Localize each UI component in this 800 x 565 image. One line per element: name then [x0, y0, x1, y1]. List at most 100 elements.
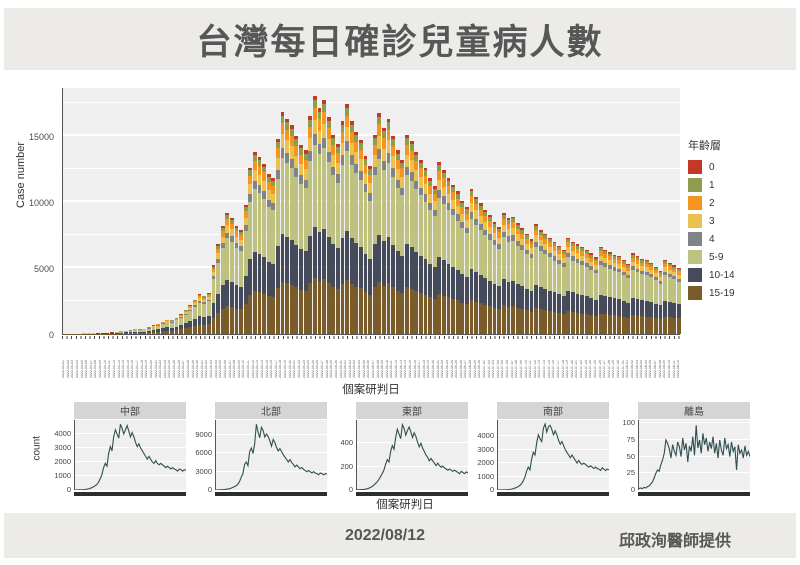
bar-segment-age-15-19 — [197, 324, 202, 334]
bar-segment-age-3 — [372, 154, 377, 167]
bar-segment-age-4 — [635, 268, 640, 273]
bar-segment-age-15-19 — [478, 303, 483, 334]
facet-gridline — [216, 452, 327, 454]
bar-segment-age-15-19 — [211, 317, 216, 334]
x-date-label: 2022-08-09 — [663, 360, 667, 378]
stacked-bar — [128, 329, 133, 334]
bar-segment-age-3 — [584, 257, 589, 264]
bar-segment-age-0 — [667, 262, 672, 264]
legend-label: 15-19 — [709, 287, 735, 299]
bar-segment-age-15-19 — [372, 287, 377, 334]
bar-segment-age-3 — [488, 227, 492, 235]
facet-gridline — [639, 455, 750, 457]
stacked-bar — [492, 221, 497, 334]
stacked-bar — [575, 244, 580, 334]
bar-segment-age-2 — [437, 170, 442, 180]
bar-segment-age-15-19 — [635, 315, 640, 334]
legend-swatch — [688, 286, 702, 300]
bar-segment-age-5-9 — [524, 254, 529, 289]
bar-segment-age-3 — [561, 257, 566, 264]
bar-segment-age-0 — [520, 228, 525, 231]
bar-segment-age-1 — [432, 188, 437, 194]
bar-segment-age-5-9 — [672, 279, 677, 304]
facet-gridline — [75, 461, 186, 462]
bar-segment-age-15-19 — [128, 333, 133, 334]
bar-segment-age-10-14 — [322, 228, 326, 280]
x-date-label: 2022-04-12 — [112, 360, 116, 378]
bar-segment-age-5-9 — [594, 273, 598, 300]
bar-segment-age-15-19 — [225, 305, 230, 334]
x-date-label: 2022-06-03 — [353, 360, 357, 378]
bar-segment-age-0 — [543, 233, 548, 236]
x-date-label: 2022-06-19 — [427, 360, 431, 378]
bar-segment-age-1 — [654, 267, 658, 271]
bar-segment-age-0 — [663, 260, 668, 262]
bar-segment-age-3 — [437, 179, 442, 190]
bar-segment-age-5-9 — [520, 250, 525, 287]
bar-segment-age-3 — [621, 267, 626, 272]
bar-segment-age-4 — [534, 241, 538, 247]
bar-segment-age-3 — [229, 229, 234, 237]
bar-segment-age-10-14 — [644, 300, 649, 317]
x-date-label: 2022-06-07 — [371, 360, 375, 378]
bar-segment-age-5-9 — [262, 198, 267, 258]
bar-segment-age-2 — [575, 248, 580, 254]
x-date-label: 2022-04-06 — [85, 360, 89, 378]
bar-segment-age-4 — [488, 234, 492, 240]
facet-南部: 南部 0 1000 2000 3000 4000 — [473, 402, 614, 496]
bar-segment-age-10-14 — [345, 230, 349, 280]
bar-segment-age-10-14 — [478, 275, 483, 304]
x-date-label: 2022-08-02 — [630, 360, 634, 378]
x-date-label: 2022-06-05 — [362, 360, 366, 378]
facet-y-tick-label: 50 — [626, 451, 635, 461]
stacked-bar — [266, 174, 271, 334]
bar-segment-age-15-19 — [557, 313, 562, 334]
bar-segment-age-10-14 — [538, 287, 543, 310]
x-date-label: 2022-07-11 — [529, 360, 533, 378]
x-date-label: 2022-04-30 — [196, 360, 200, 378]
bar-segment-age-2 — [165, 320, 170, 321]
bar-segment-age-2 — [607, 256, 612, 261]
facet-y-tick-label: 2000 — [477, 458, 494, 468]
bar-segment-age-15-19 — [220, 308, 225, 334]
bar-segment-age-5-9 — [603, 266, 608, 296]
bar-segment-age-4 — [538, 246, 543, 252]
x-date-label: 2022-05-07 — [228, 360, 232, 378]
bar-segment-age-4 — [492, 239, 497, 245]
bar-segment-age-4 — [289, 158, 294, 169]
facet-line-svg — [357, 420, 468, 490]
bar-segment-age-3 — [170, 321, 174, 323]
bar-segment-age-1 — [382, 131, 386, 139]
stacked-bar — [497, 227, 502, 334]
bar-segment-age-5-9 — [598, 264, 603, 295]
bar-segment-age-5-9 — [137, 330, 142, 332]
bar-segment-age-2 — [524, 238, 529, 244]
bar-segment-age-10-14 — [594, 299, 598, 316]
x-date-label: 2022-06-23 — [445, 360, 449, 378]
bar-segment-age-2 — [354, 142, 359, 153]
stacked-bar — [183, 309, 188, 334]
bar-segment-age-1 — [469, 191, 474, 197]
bar-segment-age-5-9 — [400, 195, 405, 256]
stacked-bar — [483, 209, 488, 334]
facet-gridline — [216, 434, 327, 436]
bar-segment-age-10-14 — [193, 318, 197, 326]
bar-segment-age-4 — [243, 225, 248, 232]
bar-segment-age-3 — [285, 140, 290, 154]
bar-segment-age-10-14 — [331, 244, 336, 288]
x-date-label: 2022-04-21 — [154, 360, 158, 378]
bar-segment-age-2 — [441, 178, 446, 187]
bar-segment-age-10-14 — [621, 300, 626, 317]
bar-segment-age-2 — [303, 159, 308, 169]
bar-segment-age-3 — [312, 120, 317, 135]
bar-segment-age-4 — [317, 144, 322, 155]
facet-y-tick-label: 6000 — [195, 448, 212, 458]
bar-segment-age-10-14 — [359, 246, 363, 289]
bar-segment-age-0 — [460, 200, 465, 203]
bar-segment-age-0 — [312, 96, 317, 101]
bar-segment-age-4 — [170, 322, 174, 323]
bar-segment-age-2 — [299, 154, 303, 165]
bar-segment-age-1 — [289, 128, 294, 136]
bar-segment-age-2 — [400, 168, 405, 178]
gridline — [63, 101, 680, 103]
